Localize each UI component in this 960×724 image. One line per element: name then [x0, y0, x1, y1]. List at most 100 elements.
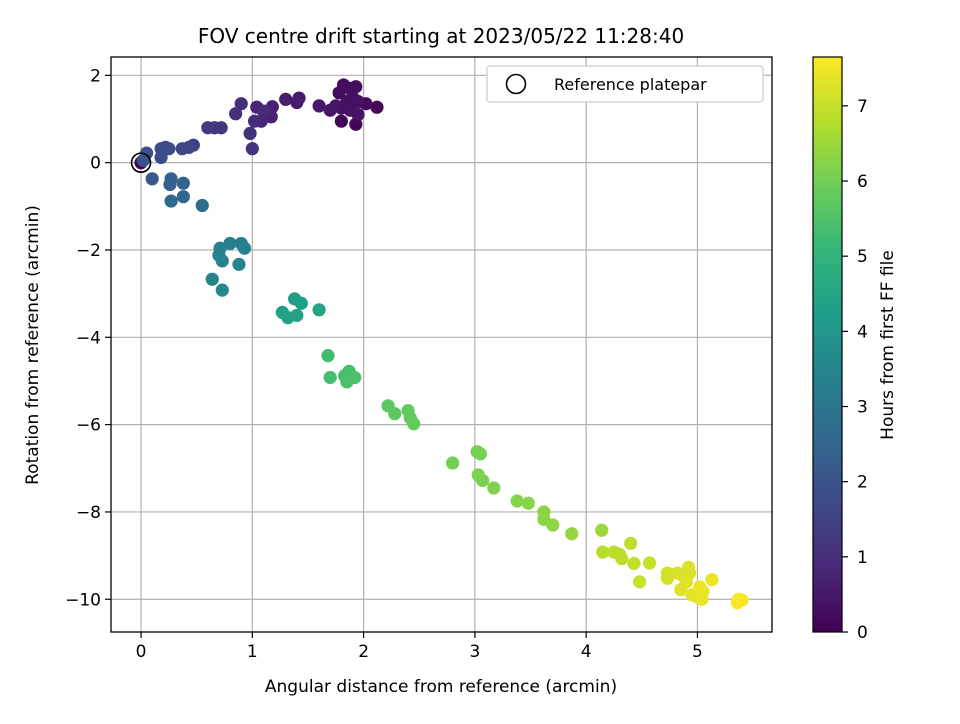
data-point: [632, 575, 647, 589]
data-point: [164, 194, 178, 208]
data-point: [321, 349, 335, 363]
x-tick-label: 0: [136, 642, 147, 662]
data-point: [705, 573, 719, 587]
data-point: [229, 107, 243, 121]
x-tick-label: 3: [469, 642, 480, 662]
colorbar-tick-label: 7: [857, 97, 868, 117]
colorbar-tick-label: 1: [857, 548, 868, 568]
data-point: [292, 91, 306, 105]
data-point: [388, 407, 402, 421]
data-point: [370, 100, 384, 114]
data-point: [232, 257, 246, 271]
y-tick-label: 2: [90, 66, 101, 86]
legend-marker-reference: [505, 73, 527, 95]
data-point: [473, 447, 488, 461]
data-point: [163, 177, 177, 192]
data-point: [237, 241, 252, 255]
reference-marker: [130, 152, 152, 173]
data-point: [615, 552, 629, 566]
data-point: [351, 94, 365, 109]
data-point: [223, 236, 237, 251]
data-point: [510, 494, 524, 508]
legend-box: [486, 65, 764, 103]
x-tick-label: 4: [581, 642, 592, 662]
axis-ticks: 0 1 2 3 4 5 2 0 −2 −4 −6 −8 −10: [65, 66, 703, 662]
data-point: [215, 283, 229, 297]
colorbar-ticks: 0 1 2 3 4 5 6 7: [842, 97, 868, 643]
data-point: [349, 80, 363, 94]
data-point: [660, 571, 674, 585]
chart-title: FOV centre drift starting at 2023/05/22 …: [198, 24, 684, 48]
data-point: [312, 303, 326, 317]
data-point: [136, 153, 150, 168]
data-point: [205, 272, 219, 286]
colorbar-tick-label: 4: [857, 322, 868, 342]
legend: Reference platepar: [486, 65, 764, 103]
data-point: [290, 308, 304, 323]
data-point: [279, 92, 293, 106]
data-point: [476, 473, 490, 488]
data-point: [323, 370, 337, 385]
x-tick-label: 2: [358, 642, 369, 662]
x-axis-label: Angular distance from reference (arcmin): [265, 677, 617, 697]
data-point: [243, 126, 257, 141]
data-point: [595, 523, 609, 537]
data-point: [323, 103, 337, 117]
data-point: [162, 142, 176, 156]
colorbar: 0 1 2 3 4 5 6 7 Hours from first FF file: [812, 56, 898, 643]
y-tick-label: −4: [76, 328, 101, 348]
data-point: [730, 596, 745, 610]
data-point: [446, 456, 460, 470]
data-point: [234, 97, 248, 111]
colorbar-tick-label: 6: [857, 172, 868, 192]
reference-layer: [130, 152, 152, 173]
data-point: [195, 198, 209, 213]
colorbar-tick-label: 5: [857, 247, 868, 267]
data-point: [176, 190, 190, 204]
y-tick-label: −8: [76, 503, 101, 523]
data-point: [312, 99, 326, 113]
data-point: [407, 417, 421, 431]
data-point: [596, 545, 610, 559]
data-point: [294, 296, 308, 310]
data-point: [627, 556, 641, 571]
grid: [111, 57, 772, 632]
plot-frame: [110, 56, 773, 633]
data-point: [351, 108, 365, 122]
data-point: [521, 496, 535, 510]
y-tick-label: −10: [65, 590, 101, 610]
data-point: [693, 580, 707, 594]
legend-label-reference: Reference platepar: [554, 75, 707, 94]
data-point: [176, 176, 190, 190]
data-point: [546, 518, 560, 532]
colorbar-tick-label: 3: [857, 398, 868, 418]
colorbar-tick-label: 0: [857, 623, 868, 643]
data-point: [215, 254, 229, 268]
y-tick-label: −2: [76, 241, 101, 261]
y-tick-label: −6: [76, 416, 101, 436]
data-point: [175, 142, 189, 156]
colorbar-gradient: [812, 56, 843, 633]
data-point: [154, 150, 168, 165]
data-point: [334, 114, 348, 128]
y-tick-label: 0: [90, 154, 101, 174]
data-point: [642, 556, 657, 570]
colorbar-label: Hours from first FF file: [878, 250, 898, 440]
y-axis-label: Rotation from reference (arcmin): [23, 205, 43, 485]
x-tick-label: 1: [247, 642, 258, 662]
data-point: [565, 527, 579, 541]
data-point: [487, 481, 501, 495]
data-point: [145, 172, 159, 186]
colorbar-tick-label: 2: [857, 473, 868, 493]
data-point: [256, 104, 271, 118]
data-point: [624, 536, 638, 550]
data-points: [134, 78, 749, 610]
data-point: [674, 583, 688, 597]
data-point: [201, 121, 215, 135]
data-point: [245, 142, 259, 156]
x-tick-label: 5: [692, 642, 703, 662]
data-point: [348, 370, 362, 385]
data-point: [247, 114, 262, 128]
